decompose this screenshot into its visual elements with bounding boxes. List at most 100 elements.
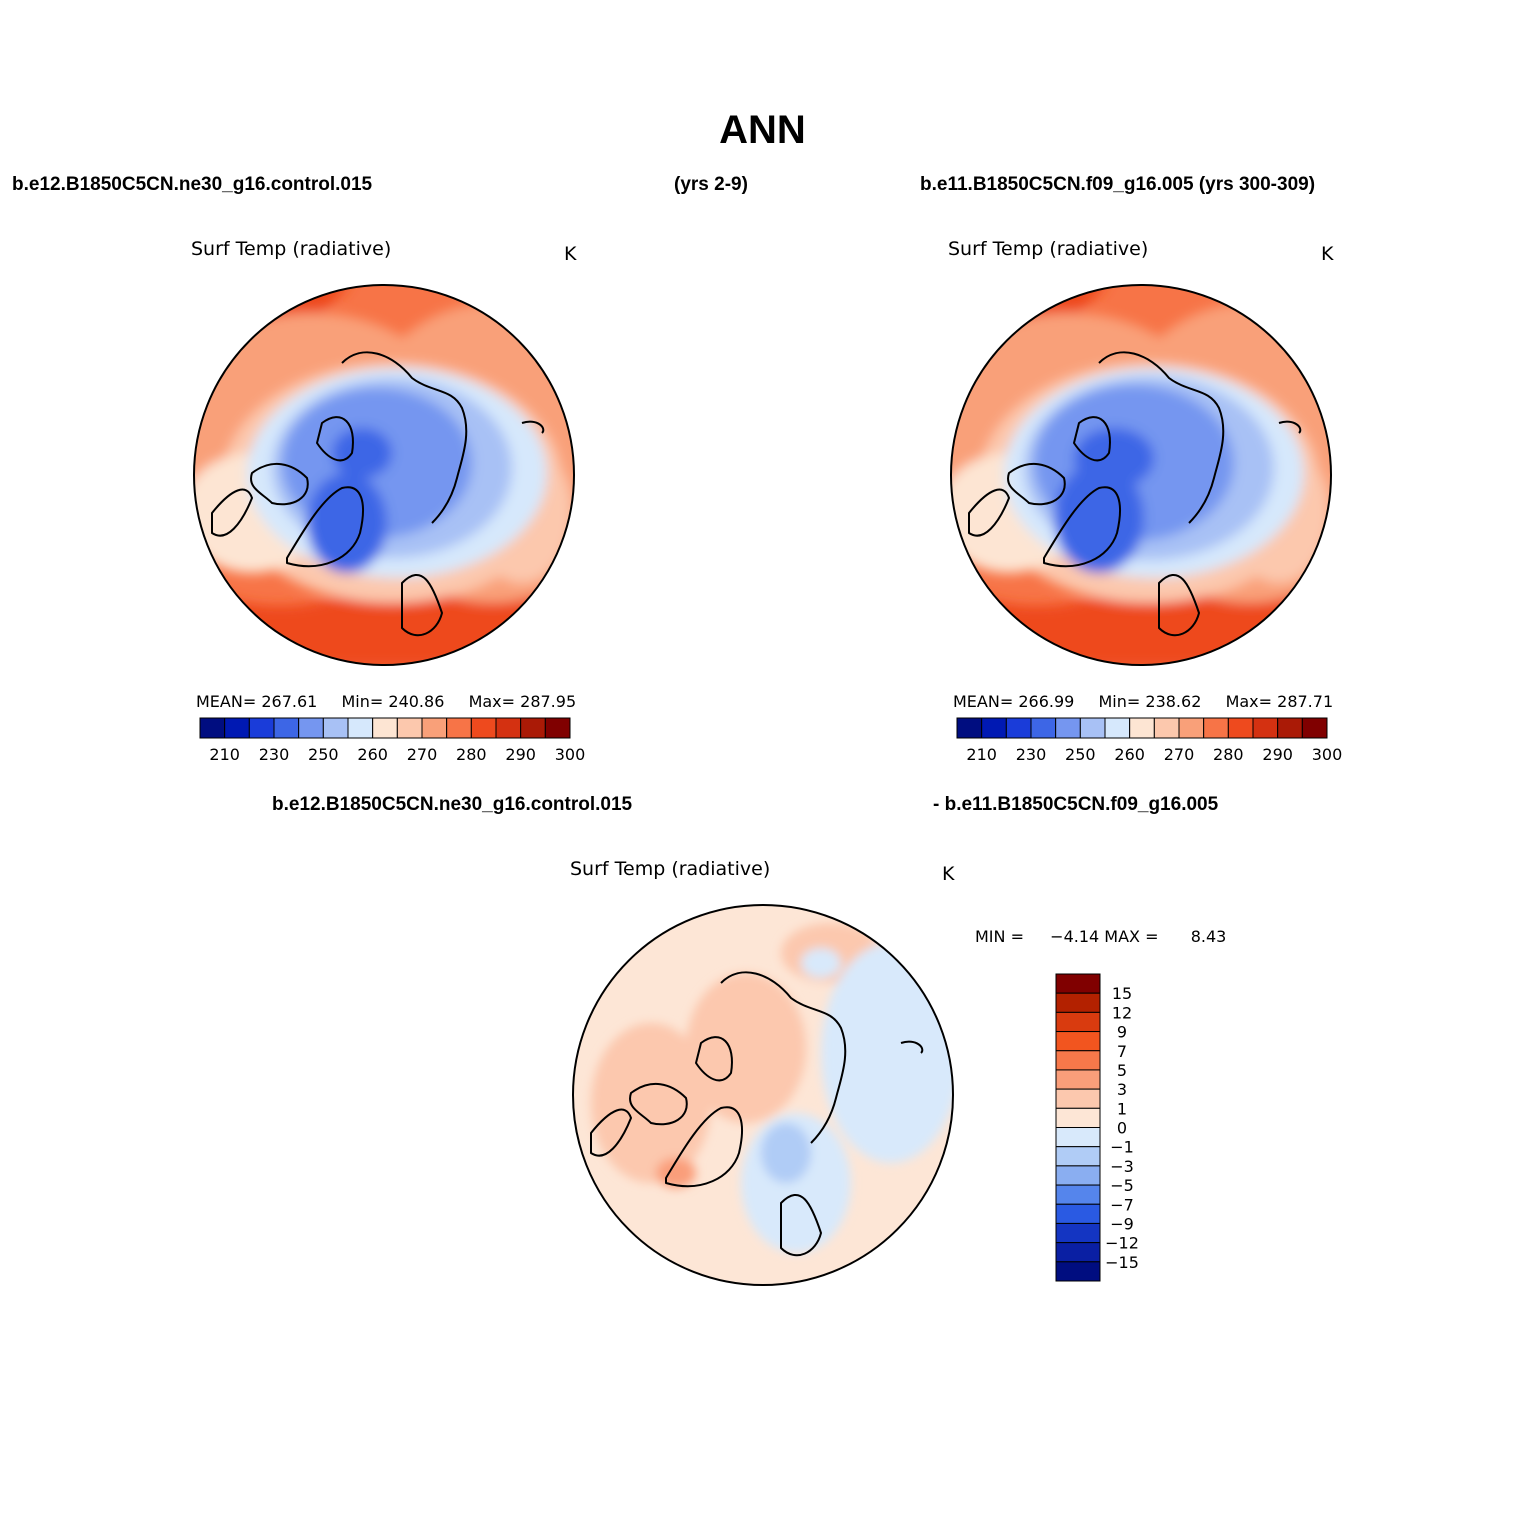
left-colorbar-tick-label: 300 bbox=[555, 745, 586, 764]
right-min-label: Min= bbox=[1098, 692, 1141, 711]
left-colorbar-box bbox=[224, 717, 250, 739]
left-colorbar: 210 230 250 260 270 280 290 300 bbox=[199, 717, 585, 764]
right-panel-title: Surf Temp (radiative) bbox=[948, 238, 1149, 260]
right-colorbar-box bbox=[1079, 717, 1106, 739]
diff-colorbar-tick-label: 9 bbox=[1117, 1023, 1127, 1042]
diff-panel-title: Surf Temp (radiative) bbox=[570, 858, 771, 880]
left-min-label: Min= bbox=[341, 692, 384, 711]
diff-colorbar-tick-label: −12 bbox=[1105, 1234, 1139, 1253]
right-colorbar-box bbox=[1277, 717, 1303, 739]
diff-colorbar-box bbox=[1055, 1242, 1101, 1263]
right-colorbar-tick-label: 260 bbox=[1114, 745, 1145, 764]
diff-min-label: MIN = bbox=[975, 927, 1024, 946]
main-title: ANN bbox=[719, 108, 806, 152]
diff-colorbar-box bbox=[1055, 1088, 1101, 1109]
left-colorbar-box bbox=[446, 717, 472, 739]
diff-colorbar-tick-label: −15 bbox=[1105, 1253, 1139, 1272]
diff-colorbar-box bbox=[1055, 1127, 1101, 1148]
right-colorbar-box bbox=[1005, 717, 1032, 739]
right-mean-value: 266.99 bbox=[1018, 692, 1075, 711]
left-colorbar-tick-label: 230 bbox=[259, 745, 290, 764]
diff-colorbar-box bbox=[1055, 1165, 1101, 1186]
diff-colorbar-box bbox=[1055, 1011, 1101, 1033]
diff-colorbar-tick-label: 5 bbox=[1117, 1061, 1127, 1080]
diff-panel-stats: MIN = −4.14 MAX = 8.43 bbox=[975, 927, 1226, 946]
left-colorbar-box bbox=[396, 717, 423, 739]
right-colorbar-tick-label: 270 bbox=[1164, 745, 1195, 764]
top-middle-header: (yrs 2-9) bbox=[674, 174, 748, 195]
left-colorbar-box bbox=[347, 717, 374, 739]
diff-colorbar-tick-label: −1 bbox=[1110, 1138, 1134, 1157]
left-max-label: Max= bbox=[468, 692, 516, 711]
diff-colorbar-box bbox=[1055, 1031, 1101, 1052]
bottom-right-header: - b.e11.B1850C5CN.f09_g16.005 bbox=[933, 794, 1219, 815]
top-right-header: b.e11.B1850C5CN.f09_g16.005 (yrs 300-309… bbox=[920, 174, 1316, 195]
left-colorbar-tick-label: 280 bbox=[456, 745, 487, 764]
diff-max-value: 8.43 bbox=[1190, 927, 1227, 946]
left-mean-value: 267.61 bbox=[261, 692, 318, 711]
right-colorbar-box bbox=[981, 717, 1007, 739]
diff-polar-map bbox=[572, 904, 954, 1286]
right-mean-label: MEAN= bbox=[953, 692, 1014, 711]
right-colorbar-box bbox=[1252, 717, 1279, 739]
left-colorbar-box bbox=[273, 717, 300, 739]
diff-colorbar-tick-label: 15 bbox=[1112, 984, 1132, 1003]
diff-colorbar-tick-label: −9 bbox=[1110, 1214, 1134, 1233]
right-colorbar-box bbox=[1030, 717, 1057, 739]
left-panel-units: K bbox=[564, 243, 577, 265]
right-min-value: 238.62 bbox=[1145, 692, 1202, 711]
left-colorbar-tick-label: 250 bbox=[308, 745, 339, 764]
right-colorbar-box bbox=[1055, 717, 1081, 739]
left-colorbar-tick-label: 270 bbox=[407, 745, 438, 764]
diff-panel-units: K bbox=[942, 863, 955, 885]
left-colorbar-tick-label: 260 bbox=[357, 745, 388, 764]
diff-colorbar-tick-label: 7 bbox=[1117, 1042, 1127, 1061]
right-colorbar-tick-label: 280 bbox=[1213, 745, 1244, 764]
diff-max-label: MAX = bbox=[1104, 927, 1159, 946]
right-colorbar-tick-label: 290 bbox=[1262, 745, 1293, 764]
left-colorbar-box bbox=[298, 717, 324, 739]
left-colorbar-box bbox=[421, 717, 448, 739]
left-max-value: 287.95 bbox=[520, 692, 577, 711]
right-colorbar-box bbox=[956, 717, 983, 739]
right-polar-map bbox=[950, 284, 1332, 666]
left-colorbar-box bbox=[248, 717, 275, 739]
right-colorbar-tick-label: 300 bbox=[1312, 745, 1343, 764]
diff-colorbar-box bbox=[1055, 1050, 1101, 1071]
left-panel-title: Surf Temp (radiative) bbox=[191, 238, 392, 260]
top-left-header: b.e12.B1850C5CN.ne30_g16.control.015 bbox=[12, 174, 373, 195]
right-max-label: Max= bbox=[1225, 692, 1273, 711]
left-colorbar-box bbox=[322, 717, 349, 739]
right-colorbar-tick-label: 210 bbox=[966, 745, 997, 764]
diff-colorbar-tick-label: 12 bbox=[1112, 1003, 1132, 1022]
diff-colorbar-box bbox=[1055, 992, 1101, 1013]
right-colorbar-box bbox=[1227, 717, 1254, 739]
diff-colorbar-box bbox=[1055, 1107, 1101, 1128]
right-colorbar-box bbox=[1301, 717, 1328, 739]
left-colorbar-box bbox=[470, 717, 497, 739]
right-panel-units: K bbox=[1321, 243, 1334, 265]
right-colorbar-tick-label: 250 bbox=[1065, 745, 1096, 764]
left-colorbar-tick-label: 210 bbox=[209, 745, 240, 764]
diff-colorbar-tick-label: −3 bbox=[1110, 1157, 1134, 1176]
left-min-value: 240.86 bbox=[388, 692, 445, 711]
diff-colorbar-tick-label: −7 bbox=[1110, 1195, 1134, 1214]
left-mean-label: MEAN= bbox=[196, 692, 257, 711]
diff-colorbar-tick-label: 1 bbox=[1117, 1099, 1127, 1118]
right-colorbar-tick-label: 230 bbox=[1016, 745, 1047, 764]
right-colorbar-box bbox=[1129, 717, 1155, 739]
right-colorbar: 210 230 250 260 270 280 290 300 bbox=[956, 717, 1342, 764]
right-colorbar-box bbox=[1178, 717, 1205, 739]
diff-colorbar-box bbox=[1055, 1203, 1101, 1224]
diff-colorbar-box bbox=[1055, 1261, 1101, 1282]
diff-colorbar-box bbox=[1055, 1069, 1101, 1090]
diff-colorbar-tick-label: 3 bbox=[1117, 1080, 1127, 1099]
left-colorbar-box bbox=[520, 717, 546, 739]
left-panel-stats: MEAN= 267.61 Min= 240.86 Max= 287.95 bbox=[196, 692, 576, 711]
bottom-left-header: b.e12.B1850C5CN.ne30_g16.control.015 bbox=[272, 794, 633, 815]
diff-colorbar-tick-label: 0 bbox=[1117, 1119, 1127, 1138]
right-colorbar-box bbox=[1153, 717, 1180, 739]
diff-colorbar-box bbox=[1055, 973, 1101, 994]
left-polar-map bbox=[193, 284, 575, 666]
